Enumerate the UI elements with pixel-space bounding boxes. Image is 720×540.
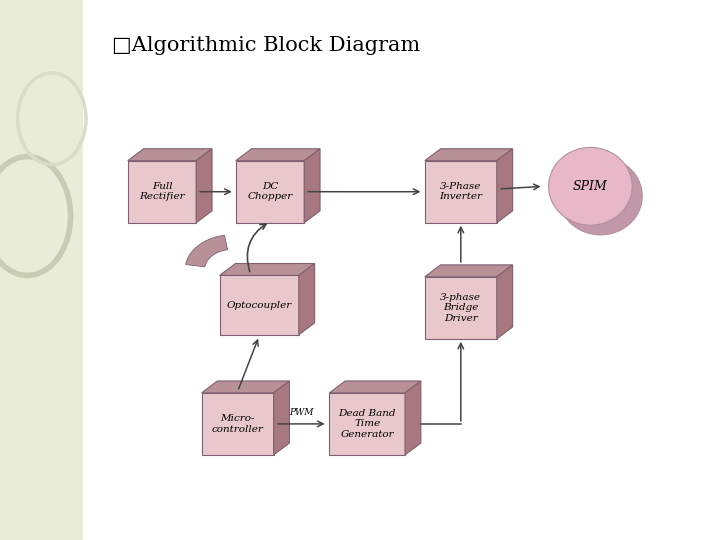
Polygon shape — [304, 148, 320, 222]
Polygon shape — [128, 148, 212, 160]
Ellipse shape — [559, 157, 642, 235]
Polygon shape — [274, 381, 289, 455]
Text: Full
Rectifier: Full Rectifier — [139, 182, 185, 201]
Text: 3-Phase
Inverter: 3-Phase Inverter — [439, 182, 482, 201]
Polygon shape — [202, 393, 274, 455]
Polygon shape — [236, 148, 320, 160]
Polygon shape — [425, 148, 513, 160]
Ellipse shape — [549, 147, 632, 225]
Polygon shape — [425, 160, 497, 222]
Polygon shape — [330, 381, 420, 393]
Text: □Algorithmic Block Diagram: □Algorithmic Block Diagram — [112, 36, 420, 56]
Polygon shape — [202, 381, 289, 393]
Polygon shape — [425, 265, 513, 276]
Polygon shape — [236, 160, 304, 222]
Text: Micro-
controller: Micro- controller — [212, 414, 264, 434]
Text: SPIM: SPIM — [573, 180, 608, 193]
Text: Optocoupler: Optocoupler — [227, 301, 292, 309]
Polygon shape — [497, 148, 513, 222]
Text: DC
Chopper: DC Chopper — [248, 182, 292, 201]
Polygon shape — [497, 265, 513, 339]
Polygon shape — [128, 160, 196, 222]
Text: PWM: PWM — [289, 408, 313, 417]
Polygon shape — [299, 264, 315, 335]
Text: Dead Band
Time
Generator: Dead Band Time Generator — [338, 409, 396, 439]
Polygon shape — [405, 381, 420, 455]
Polygon shape — [186, 235, 228, 267]
Polygon shape — [0, 0, 83, 540]
Polygon shape — [220, 264, 315, 275]
Polygon shape — [425, 276, 497, 339]
Polygon shape — [220, 275, 299, 335]
Text: 3-phase
Bridge
Driver: 3-phase Bridge Driver — [441, 293, 481, 323]
Polygon shape — [196, 148, 212, 222]
Polygon shape — [330, 393, 405, 455]
